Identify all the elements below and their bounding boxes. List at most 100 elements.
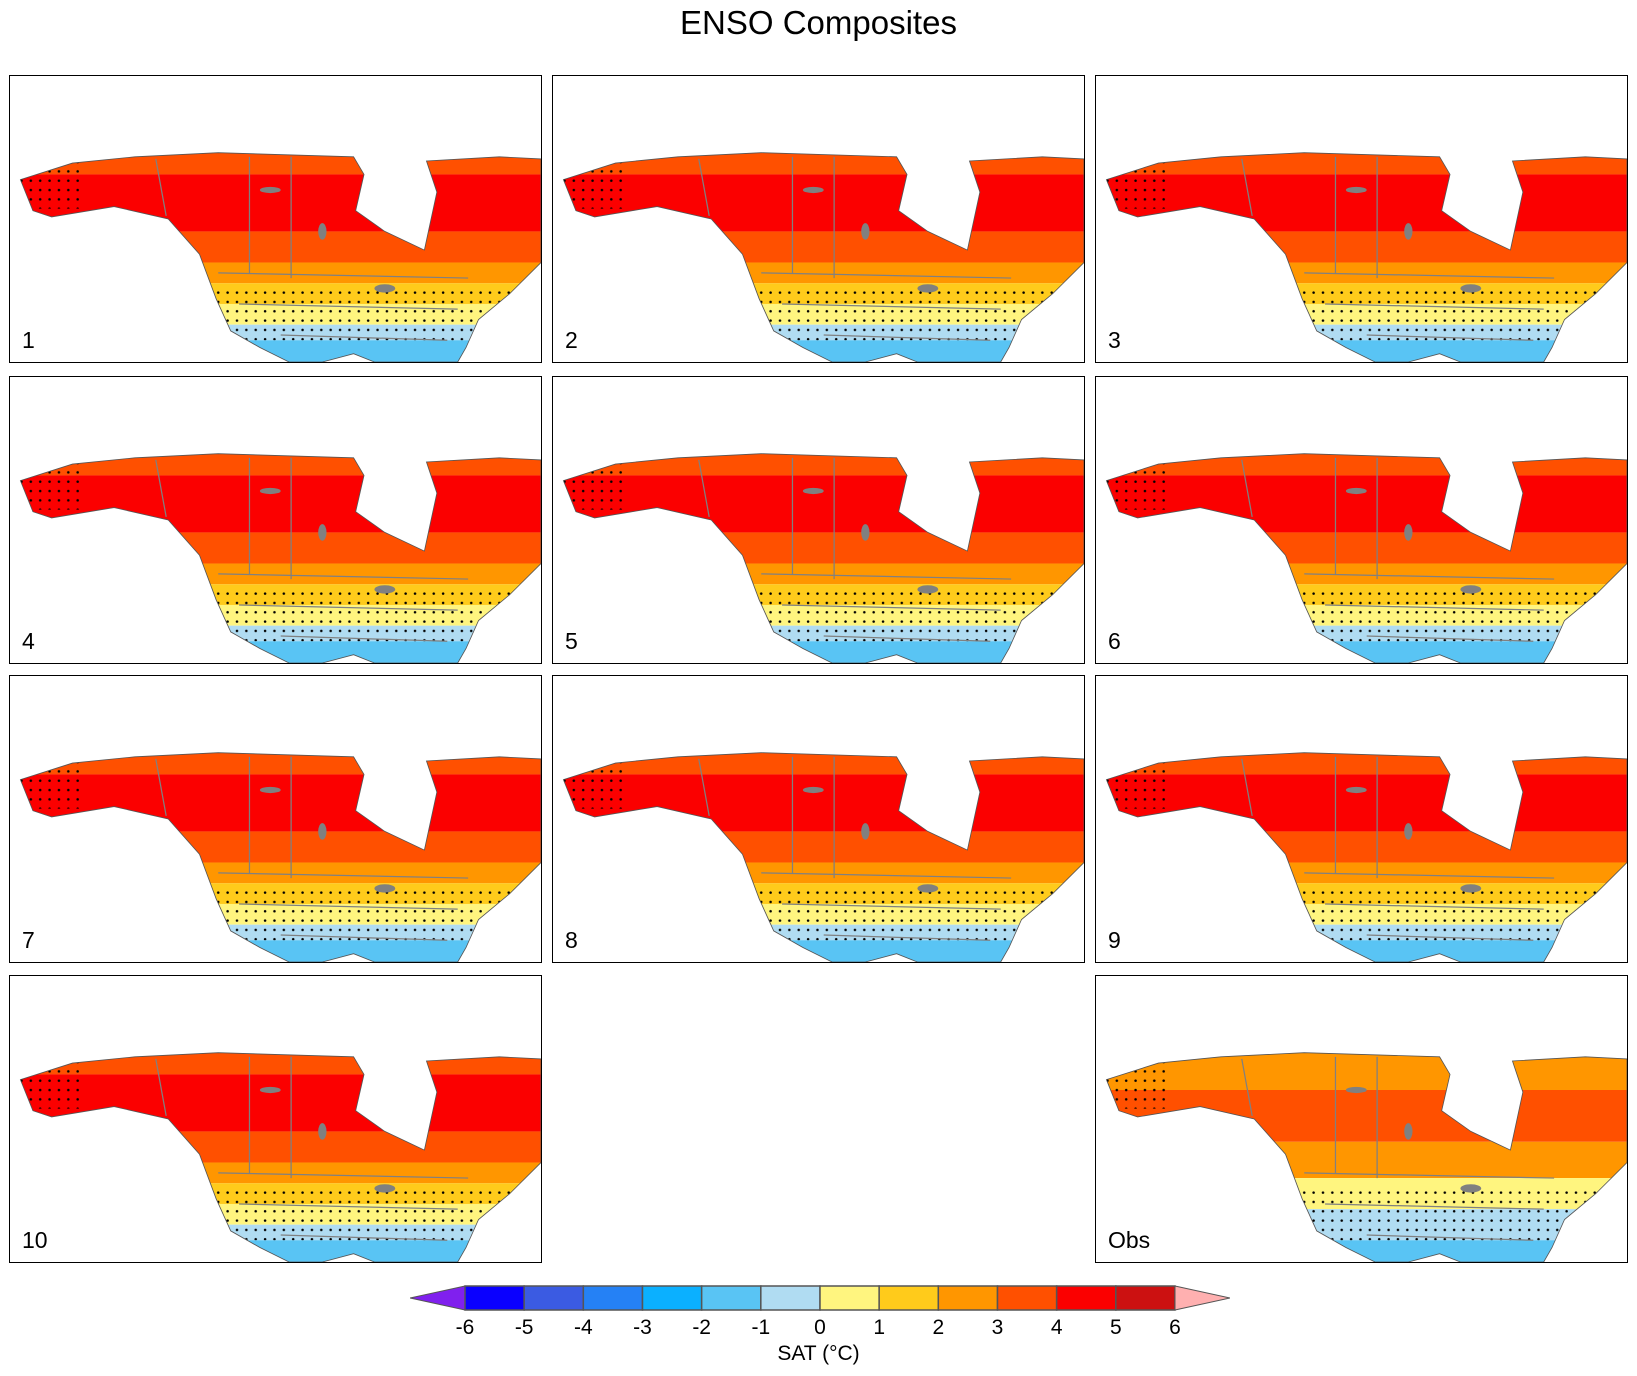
temperature-band [20, 262, 541, 284]
significance-stipple [563, 756, 626, 809]
temperature-band [20, 532, 541, 564]
colorbar-segment [878, 1285, 940, 1311]
significance-stipple [1106, 756, 1169, 809]
colorbar-segment [1115, 1285, 1176, 1311]
temperature-band [1106, 532, 1627, 564]
significance-stipple [20, 1056, 83, 1109]
map-panel: 6 [1095, 376, 1628, 664]
significance-stipple [563, 589, 1084, 642]
colorbar-segment [996, 1285, 1058, 1311]
north-america-map [1105, 152, 1627, 362]
significance-stipple [20, 457, 83, 510]
panel-label: 1 [22, 327, 35, 353]
coastline [1105, 752, 1627, 962]
colorbar-segment [582, 1285, 644, 1311]
north-america-map [1105, 752, 1627, 962]
panel-label: 8 [565, 927, 578, 953]
coastline [1105, 1052, 1627, 1262]
north-america-map [19, 1052, 541, 1262]
temperature-band [1106, 563, 1627, 585]
significance-stipple [1106, 589, 1627, 642]
colorbar-tick-label: 0 [814, 1316, 826, 1339]
borders [698, 756, 1012, 941]
significance-stipple [1106, 888, 1627, 941]
temperature-band [1106, 862, 1627, 884]
map-panel: Obs [1095, 975, 1628, 1263]
temperature-band [563, 475, 1084, 533]
map-panel: 2 [552, 75, 1085, 363]
colorbar-segment [760, 1285, 821, 1311]
temperature-band [20, 231, 541, 263]
temperature-band [20, 1240, 541, 1262]
borders [1241, 756, 1555, 941]
colorbar-segment [1055, 1285, 1117, 1311]
temperature-band [20, 453, 541, 476]
temperature-band [20, 174, 541, 232]
temperature-band [563, 940, 1084, 962]
colorbar-tick-label: 1 [873, 1316, 885, 1339]
colorbar-tick-label: -2 [692, 1316, 711, 1339]
figure-title: ENSO Composites [680, 4, 957, 41]
temperature-band [1106, 231, 1627, 263]
colorbar-under-triangle [410, 1285, 466, 1311]
significance-stipple [1106, 457, 1169, 510]
panel-label: 5 [565, 628, 578, 654]
colorbar-tick-label: 3 [991, 1316, 1004, 1339]
temperature-band [563, 563, 1084, 585]
panel-label: Obs [1108, 1227, 1151, 1253]
coastline [1105, 453, 1627, 663]
temperature-band [563, 231, 1084, 263]
map-panel: 7 [9, 675, 542, 963]
panel-label: 2 [565, 327, 578, 353]
temperature-band [1106, 1141, 1627, 1179]
colorbar-segment [700, 1285, 762, 1311]
temperature-band [1106, 174, 1627, 232]
significance-stipple [20, 756, 83, 809]
north-america-map [1105, 453, 1627, 663]
significance-stipple [20, 1188, 541, 1241]
north-america-map [562, 453, 1084, 663]
temperature-band [20, 1074, 541, 1132]
panel-label: 9 [1108, 927, 1121, 953]
coastline [19, 1052, 541, 1262]
temperature-band [20, 752, 541, 775]
panel-label: 10 [22, 1227, 48, 1253]
north-america-map [562, 152, 1084, 362]
borders [155, 156, 469, 341]
temperature-band [563, 532, 1084, 564]
colorbar-segment [819, 1285, 880, 1311]
temperature-band [1106, 340, 1627, 362]
temperature-band [20, 1131, 541, 1163]
borders [155, 1056, 469, 1241]
north-america-map [19, 752, 541, 962]
significance-stipple [563, 888, 1084, 941]
temperature-band [1106, 641, 1627, 663]
north-america-map [1105, 1052, 1627, 1262]
coastline [19, 752, 541, 962]
map-panel: 10 [9, 975, 542, 1263]
temperature-band [563, 862, 1084, 884]
map-panel: 9 [1095, 675, 1628, 963]
temperature-band [563, 831, 1084, 863]
temperature-band [20, 641, 541, 663]
temperature-band [20, 1052, 541, 1075]
temperature-band [1106, 774, 1627, 832]
temperature-band [20, 475, 541, 533]
significance-stipple [563, 457, 626, 510]
temperature-band [20, 774, 541, 832]
coastline [562, 152, 1084, 362]
colorbar-tick-label: -5 [514, 1316, 534, 1339]
coastline [562, 453, 1084, 663]
temperature-band [563, 453, 1084, 476]
map-panel: 3 [1095, 75, 1628, 363]
borders [698, 156, 1012, 341]
colorbar-tick-label: -3 [633, 1316, 652, 1339]
temperature-band [1106, 453, 1627, 476]
colorbar-segment [641, 1285, 703, 1311]
significance-stipple [20, 888, 541, 941]
colorbar-tick-label: -6 [455, 1316, 475, 1339]
significance-stipple [20, 156, 83, 209]
borders [1241, 156, 1555, 341]
temperature-band [563, 174, 1084, 232]
colorbar-label: SAT (°C) [777, 1342, 860, 1365]
